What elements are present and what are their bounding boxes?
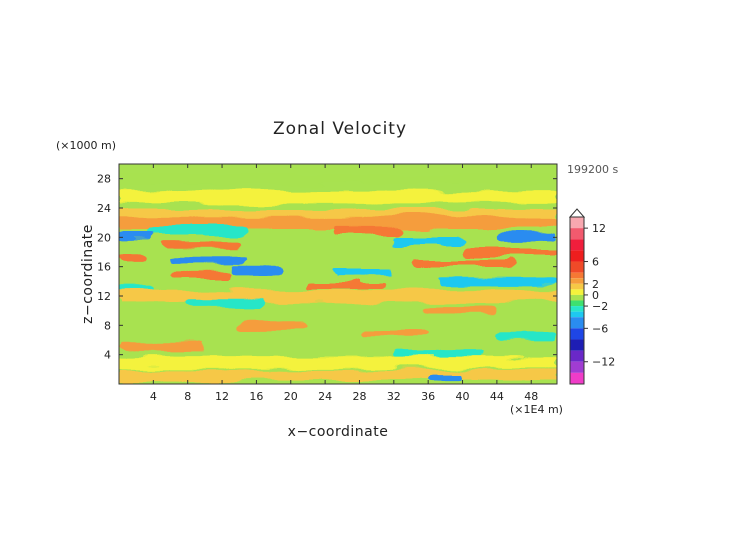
colorbar-swatch [570,317,584,329]
velocity-band [119,369,557,382]
colorbar-swatch [570,278,584,284]
velocity-band [393,236,463,246]
y-tick-label: 20 [97,231,111,244]
colorbar-swatch [570,261,584,273]
velocity-band [144,225,248,235]
colorbar-swatch [570,239,584,251]
colorbar-frame [569,216,585,385]
velocity-band [496,332,557,341]
x-tick-label: 20 [284,390,298,403]
colorbar-swatch [570,361,584,373]
x-axis-unit: (×1E4 m) [510,403,563,416]
velocity-band [333,227,403,236]
colorbar-swatch [570,289,584,295]
y-tick-label: 8 [104,319,111,332]
colorbar-tick-label: −6 [592,322,608,335]
velocity-band [170,271,231,280]
y-tick-label: 16 [97,261,111,274]
colorbar-tick-label: −12 [592,356,615,369]
velocity-band [239,321,308,330]
x-tick-label: 12 [215,390,229,403]
colorbar-swatch [570,372,584,384]
velocity-band [119,290,557,302]
colorbar-swatch [570,328,584,340]
velocity-band [119,172,557,185]
plot-area [118,163,558,385]
chart-title: Zonal Velocity [273,119,407,139]
velocity-band [230,266,283,275]
x-tick-label: 4 [150,390,157,403]
velocity-band [359,328,429,337]
x-tick-label: 24 [318,390,332,403]
velocity-band [333,268,394,277]
y-tick-label: 24 [97,202,111,215]
y-tick-label: 4 [104,349,111,362]
colorbar: 12 6 20−2 −6 −12 [568,208,615,385]
velocity-band [428,375,463,384]
colorbar-swatch [570,217,584,229]
colorbar-swatch [570,350,584,362]
x-tick-label: 44 [490,390,504,403]
velocity-band [307,280,386,290]
x-axis: 4 8 12 16 20 24 28 32 36 40 44 48 [150,164,538,403]
velocity-band [119,209,557,222]
x-tick-label: 8 [184,390,191,403]
colorbar-tick-label: 0 [592,289,599,302]
colorbar-swatch [570,300,584,307]
colorbar-tick-label: 2 [592,278,599,291]
x-axis-label: x−coordinate [288,424,389,440]
colorbar-swatch [570,294,584,301]
colorbar-swatch [570,272,584,279]
velocity-band [436,277,557,286]
velocity-band [411,258,515,268]
velocity-band [119,255,145,264]
velocity-band [119,343,205,352]
y-axis: 4 8 12 16 20 24 28 [97,173,557,362]
x-tick-label: 40 [456,390,470,403]
colorbar-tick-label: −2 [592,300,608,313]
colorbar-swatch [570,283,584,290]
colorbar-swatch [570,250,584,262]
x-tick-label: 16 [249,390,263,403]
velocity-band [119,356,557,368]
colorbar-swatch [570,339,584,351]
colorbar-swatch [570,306,584,312]
colorbar-cap [568,208,586,218]
plot-frame [118,163,558,385]
colorbar-swatch [570,228,584,240]
x-tick-label: 28 [352,390,366,403]
x-tick-label: 48 [524,390,538,403]
colorbar-swatch [570,311,584,318]
colorbar-tick-label: 12 [592,222,606,235]
velocity-band [462,247,557,257]
time-label: 199200 s [567,163,618,176]
velocity-band [119,231,154,240]
y-tick-label: 28 [97,173,111,186]
velocity-band [170,256,248,265]
velocity-band [496,233,557,242]
y-axis-unit: (×1000 m) [56,139,116,152]
velocity-band [419,306,497,315]
velocity-band [187,299,265,308]
x-tick-label: 36 [421,390,435,403]
velocity-field [119,172,557,384]
y-tick-label: 12 [97,290,111,303]
x-tick-label: 32 [387,390,401,403]
y-axis-label: z−coordinate [80,224,96,324]
velocity-band [119,216,557,229]
colorbar-tick-label: 6 [592,256,599,269]
velocity-band [161,240,240,249]
velocity-band [119,191,557,203]
